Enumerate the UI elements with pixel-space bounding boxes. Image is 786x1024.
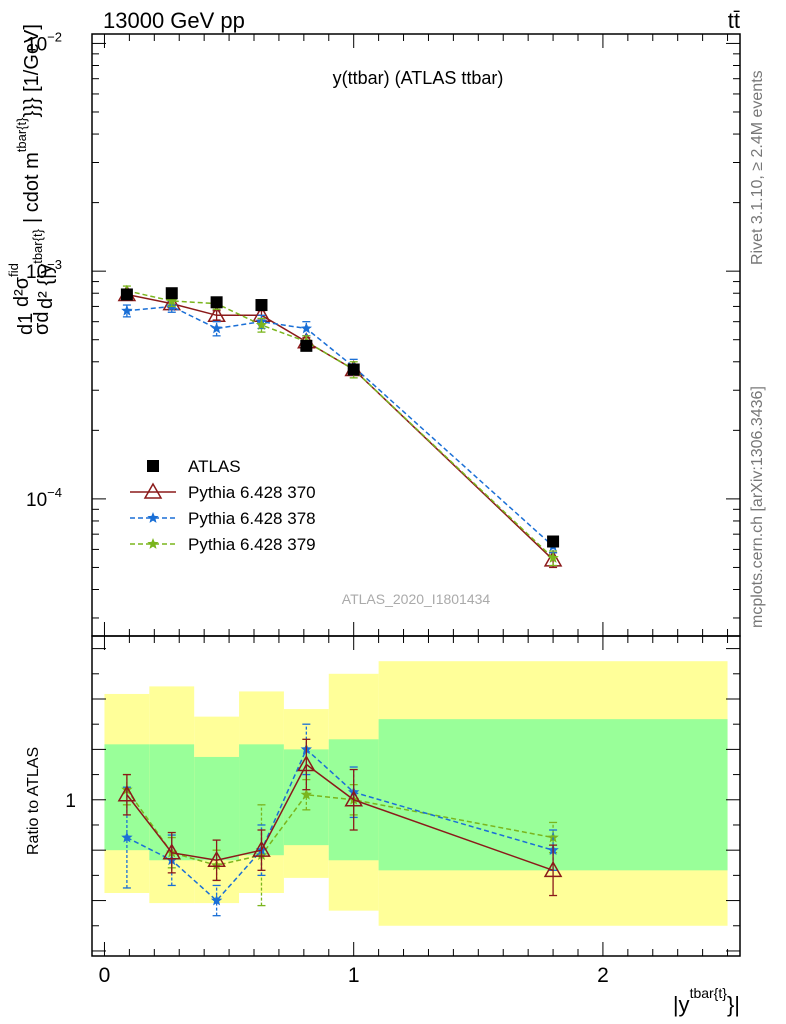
ratio-frame [91,635,741,957]
main-point [300,339,313,352]
header-left: 13000 GeV pp [103,8,245,33]
main-ytick-label: 10−2 [26,29,62,55]
ratio-point [121,831,133,843]
main-point [210,322,223,334]
legend-marker [147,538,159,549]
ylabel-tail: }}} [1/GeV] [21,24,43,117]
ratio-point [547,831,559,843]
legend-item: Pythia 6.428 379 [130,535,316,554]
ratio-point [210,894,223,906]
ratio-xlabel: |ytbar{t}}| [673,985,740,1017]
legend-item: Pythia 6.428 378 [130,509,316,528]
ratio-xtick-label: 1 [348,964,360,987]
main-point [120,288,133,301]
main-title: y(ttbar) (ATLAS ttbar) [333,68,504,88]
ratio-ylabel: Ratio to ATLAS [25,747,42,855]
main-point [165,287,178,300]
main-point [210,296,223,309]
ylabel-mid: | cdot m [21,152,43,223]
ratio-ytick-label: 1 [65,791,76,812]
main-panel: y(ttbar) (ATLAS ttbar) ATLAS_2020_I18014… [6,24,741,637]
main-series-pythia-6-428-378 [121,300,559,554]
legend-marker [143,482,163,499]
ratio-point [207,850,226,868]
legend-item: ATLAS [147,457,241,476]
main-ytick-label: 10−3 [26,257,62,283]
main-point [547,552,559,563]
main-point [547,535,560,548]
legend-label: Pythia 6.428 379 [188,535,316,554]
svg-text:| cdot mtbar{t}}}} [1/GeV]: | cdot mtbar{t}}}} [1/GeV] [14,24,43,223]
ylabel-frac2-den: d² {|y [35,264,57,309]
xlabel-sup: tbar{t} [690,985,728,1001]
main-ytick-label: 10−4 [26,485,62,511]
main-series-pythia-6-428-379 [121,284,559,567]
legend: ATLAS Pythia 6.428 370 Pythia 6.428 378 Pyt… [130,457,316,554]
legend-item: Pythia 6.428 370 [130,482,316,502]
main-point [255,319,268,330]
legend-label: Pythia 6.428 378 [188,509,316,528]
ratio-series-pythia-6-428-370 [117,738,563,897]
ratio-point [117,785,137,802]
ylabel-frac2-num: d²σ [11,276,33,307]
rivet-label: Rivet 3.1.10, ≥ 2.4M events [749,70,766,265]
analysis-watermark: ATLAS_2020_I1801434 [342,591,491,607]
svg-text:d1: d1 [15,313,37,335]
ylabel-frac1-num: d1 [15,313,37,335]
legend-marker [147,512,159,523]
svg-text:d²σfid: d²σfid [6,263,33,307]
header-right: tt̄ [728,8,740,33]
ylabel-frac1-den: σd [31,312,53,335]
legend-marker [147,460,159,472]
ratio-point [543,860,563,878]
ratio-xtick-label: 0 [99,964,111,987]
legend-label: ATLAS [188,457,241,476]
ratio-point [344,790,363,807]
ylabel-mid-sup: tbar{t} [14,117,29,152]
ratio-point [162,843,182,860]
xlabel-main: |y [673,992,690,1017]
main-point [121,304,133,316]
ratio-point [300,788,312,800]
legend-label: Pythia 6.428 370 [188,483,316,502]
main-point [300,322,312,334]
ratio-xtick-label: 2 [597,964,609,987]
main-point [255,299,268,312]
main-ylabel: d1 σd d²σfid d² {|ytbar{t} | cdot mtbar{… [6,24,57,335]
svg-text:d² {|ytbar{t}: d² {|ytbar{t} [30,228,57,309]
main-series-pythia-6-428-370 [117,284,563,569]
ratio-panel: 1 0 1 2 Ratio to ATLAS |ytbar{t}}| [25,635,741,1017]
ratio-point [297,754,316,772]
main-series-atlas [120,287,560,548]
main-point [347,363,360,376]
main-point [166,294,178,306]
svg-text:σd: σd [31,312,53,335]
xlabel-tail: }| [727,992,740,1017]
ylabel-frac2-den-sup: tbar{t} [30,228,45,263]
mcplots-label: mcplots.cern.ch [arXiv:1306.3436] [749,386,766,628]
ylabel-frac2-num-sup: fid [6,263,21,277]
ratio-point [252,840,271,857]
